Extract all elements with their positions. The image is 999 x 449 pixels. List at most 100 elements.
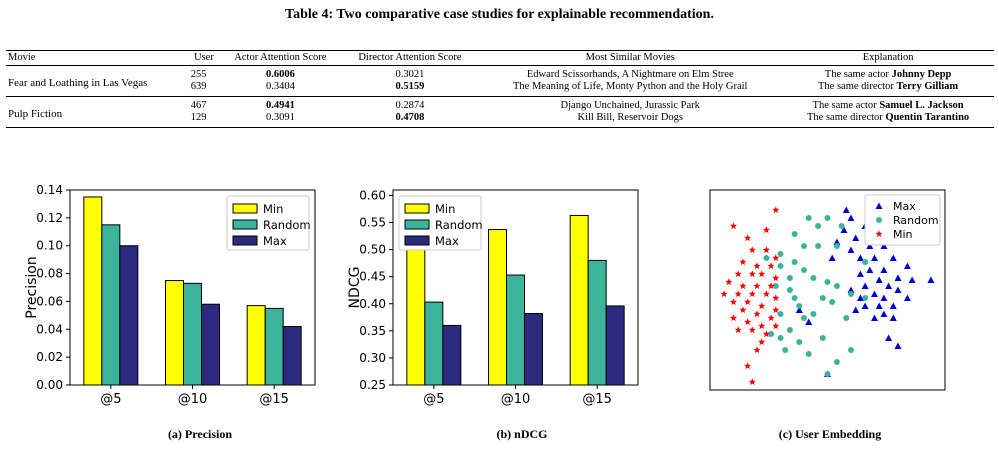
y-axis-label: Precision bbox=[24, 256, 40, 318]
point-random bbox=[805, 351, 812, 357]
point-min bbox=[739, 258, 747, 266]
y-tick-label: 0.35 bbox=[359, 324, 386, 338]
bar-max-at10 bbox=[524, 313, 543, 386]
legend-swatch bbox=[232, 235, 258, 246]
point-max bbox=[880, 294, 888, 301]
point-min bbox=[758, 270, 766, 278]
user-id-cell: 467 bbox=[188, 96, 220, 112]
y-tick-label: 0.04 bbox=[36, 322, 63, 336]
actor-score-cell: 0.3091 bbox=[265, 112, 295, 123]
point-random bbox=[786, 275, 793, 281]
bar-random-at10 bbox=[506, 274, 525, 386]
point-max bbox=[894, 274, 902, 281]
bar-min-at10 bbox=[488, 229, 507, 386]
ndcg-chart: 0.25 0.30 0.35 0.40 0.45 0.50 0.55 0.60 @5 @10 @15… bbox=[347, 188, 639, 407]
point-random bbox=[805, 215, 812, 221]
table-row: Pulp Fiction 467 0.4941 0.2874 Django Unchai… bbox=[6, 96, 994, 128]
point-min bbox=[772, 206, 780, 214]
movie-cell: Fear and Loathing in Las Vegas bbox=[8, 76, 148, 89]
explanation-cell: The same director Quentin Tarantino bbox=[782, 112, 994, 128]
ndcg-figure: 0.25 0.30 0.35 0.40 0.45 0.50 0.55 0.60 @5 @10 @15… bbox=[345, 180, 655, 430]
actor-score-cell: 0.6006 bbox=[219, 66, 342, 82]
legend-label: Max bbox=[263, 234, 287, 248]
point-random bbox=[824, 371, 831, 377]
caption-ndcg: (b) nDCG bbox=[496, 427, 548, 441]
point-min bbox=[772, 322, 780, 330]
point-max bbox=[852, 306, 860, 313]
point-random bbox=[777, 311, 784, 317]
embedding-figure: Max Random Min bbox=[700, 180, 960, 405]
header-movie: Movie bbox=[6, 50, 189, 66]
point-min bbox=[743, 234, 752, 242]
explanation-cell: The same actor Johnny Depp bbox=[782, 66, 994, 82]
point-max bbox=[880, 242, 888, 249]
point-min bbox=[767, 314, 775, 322]
legend-label: Max bbox=[435, 234, 459, 248]
point-min bbox=[748, 270, 756, 278]
point-random bbox=[782, 347, 789, 353]
header-user: User bbox=[188, 50, 220, 66]
plot-frame bbox=[392, 189, 639, 386]
point-random bbox=[796, 303, 803, 309]
point-random bbox=[843, 315, 850, 321]
precision-chart: 0.00 0.02 0.04 0.06 0.08 0.10 0.12 0.14 @5 @10 @15… bbox=[24, 183, 316, 407]
point-min bbox=[762, 330, 771, 338]
bar-max-at10 bbox=[201, 303, 220, 386]
bar-random-at5 bbox=[101, 224, 121, 386]
director-score-cell-value: 0.5159 bbox=[395, 81, 425, 92]
point-random bbox=[796, 339, 803, 345]
legend-label: Random bbox=[263, 218, 311, 232]
point-max bbox=[871, 290, 878, 297]
explanation-name: Terry Gilliam bbox=[896, 81, 959, 92]
table-row: 639 0.3404 0.5159 The Meaning of Life, Mont… bbox=[6, 81, 994, 97]
point-min bbox=[772, 254, 780, 262]
point-random bbox=[833, 243, 840, 249]
point-max bbox=[795, 306, 803, 313]
caption-precision: (a) Precision bbox=[167, 427, 233, 441]
bar-min-at15 bbox=[569, 214, 589, 386]
table-row: Fear and Loathing in Las Vegas 255 0.6006 0… bbox=[6, 66, 994, 89]
point-random bbox=[763, 255, 770, 261]
header-actor-score: Actor Attention Score bbox=[219, 50, 342, 66]
x-tick-label: @10 bbox=[501, 392, 531, 407]
y-tick-label: 0.40 bbox=[359, 297, 386, 311]
point-max bbox=[903, 294, 911, 301]
point-min bbox=[729, 298, 738, 306]
point-min bbox=[729, 222, 738, 230]
point-random bbox=[848, 291, 854, 297]
point-max bbox=[847, 286, 855, 293]
point-min bbox=[725, 278, 733, 286]
similar-movies-cell: The Meaning of Life, Monty Python and th… bbox=[513, 81, 748, 92]
bar-min-at10 bbox=[165, 280, 184, 386]
legend-marker bbox=[875, 202, 883, 209]
bar-min-at5 bbox=[83, 196, 103, 386]
point-min bbox=[743, 318, 752, 326]
point-max bbox=[927, 276, 935, 283]
point-max bbox=[856, 294, 864, 301]
y-tick-label: 0.60 bbox=[359, 188, 386, 202]
point-max bbox=[889, 254, 897, 261]
point-min bbox=[772, 274, 780, 282]
point-min bbox=[743, 298, 752, 306]
y-tick-label: 0.30 bbox=[359, 351, 386, 365]
point-random bbox=[824, 215, 831, 221]
director-score-cell-value: 0.4708 bbox=[395, 112, 425, 123]
point-random bbox=[791, 259, 798, 265]
point-min bbox=[748, 326, 756, 334]
point-min bbox=[734, 326, 742, 334]
point-random bbox=[777, 263, 784, 269]
point-random bbox=[768, 331, 775, 337]
point-min bbox=[753, 282, 761, 290]
point-random bbox=[791, 295, 798, 301]
bar-random-at5 bbox=[424, 301, 444, 386]
plot-frame bbox=[709, 189, 946, 391]
director-score-cell: 0.5159 bbox=[342, 81, 479, 97]
precision-figure: 0.00 0.02 0.04 0.06 0.08 0.10 0.12 0.14 @5 @10 @15… bbox=[22, 180, 332, 430]
legend-label: Min bbox=[435, 202, 455, 216]
y-tick-label: 0.50 bbox=[359, 243, 386, 257]
point-random bbox=[838, 223, 845, 229]
point-min bbox=[758, 302, 766, 310]
y-tick-label: 0.08 bbox=[36, 267, 63, 281]
explanation-prefix: The same actor bbox=[812, 100, 880, 111]
